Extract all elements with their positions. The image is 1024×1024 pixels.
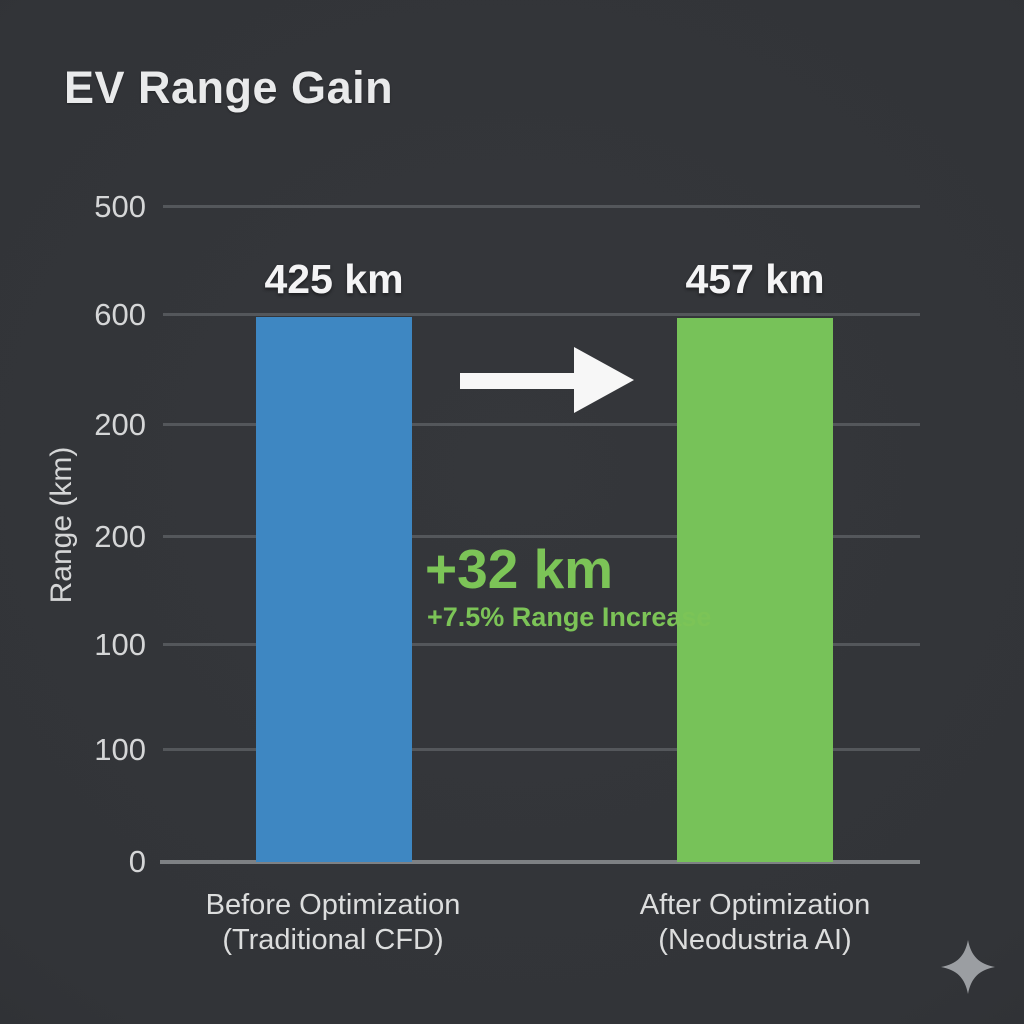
bar-before-optimization: [256, 317, 412, 862]
y-tick-label: 200: [94, 519, 146, 554]
gridline: [163, 535, 920, 538]
x-category-label-after: After Optimization (Neodustria AI): [545, 888, 965, 958]
bar-value-label-before: 425 km: [264, 256, 404, 302]
bar-value-label-after: 457 km: [685, 256, 825, 302]
y-axis-label: Range (km): [45, 446, 78, 604]
gridline: [163, 643, 920, 646]
x-category-label-after-line2: (Neodustria AI): [658, 924, 852, 956]
gain-subline: +7.5% Range Increase: [427, 602, 712, 632]
right-arrow-icon: [460, 347, 634, 413]
x-axis-line: [160, 860, 920, 864]
x-category-label-before: Before Optimization (Traditional CFD): [123, 888, 543, 958]
gridline: [163, 205, 920, 208]
x-category-label-before-line2: (Traditional CFD): [222, 924, 444, 956]
y-tick-label: 600: [94, 297, 146, 332]
y-tick-label: 0: [128, 844, 146, 879]
bar-after-optimization: [677, 318, 833, 862]
gridline: [163, 423, 920, 426]
chart-title: EV Range Gain: [64, 62, 394, 113]
four-point-sparkle-icon: [941, 940, 995, 994]
gridline: [163, 313, 920, 316]
gridline: [163, 748, 920, 751]
x-category-label-before-line1: Before Optimization: [205, 889, 461, 921]
y-tick-label: 100: [94, 627, 146, 662]
gain-headline: +32 km: [425, 538, 614, 600]
y-tick-label: 200: [94, 407, 146, 442]
y-tick-label: 500: [94, 189, 146, 224]
x-category-label-after-line1: After Optimization: [639, 889, 871, 921]
y-tick-label: 100: [94, 732, 146, 767]
